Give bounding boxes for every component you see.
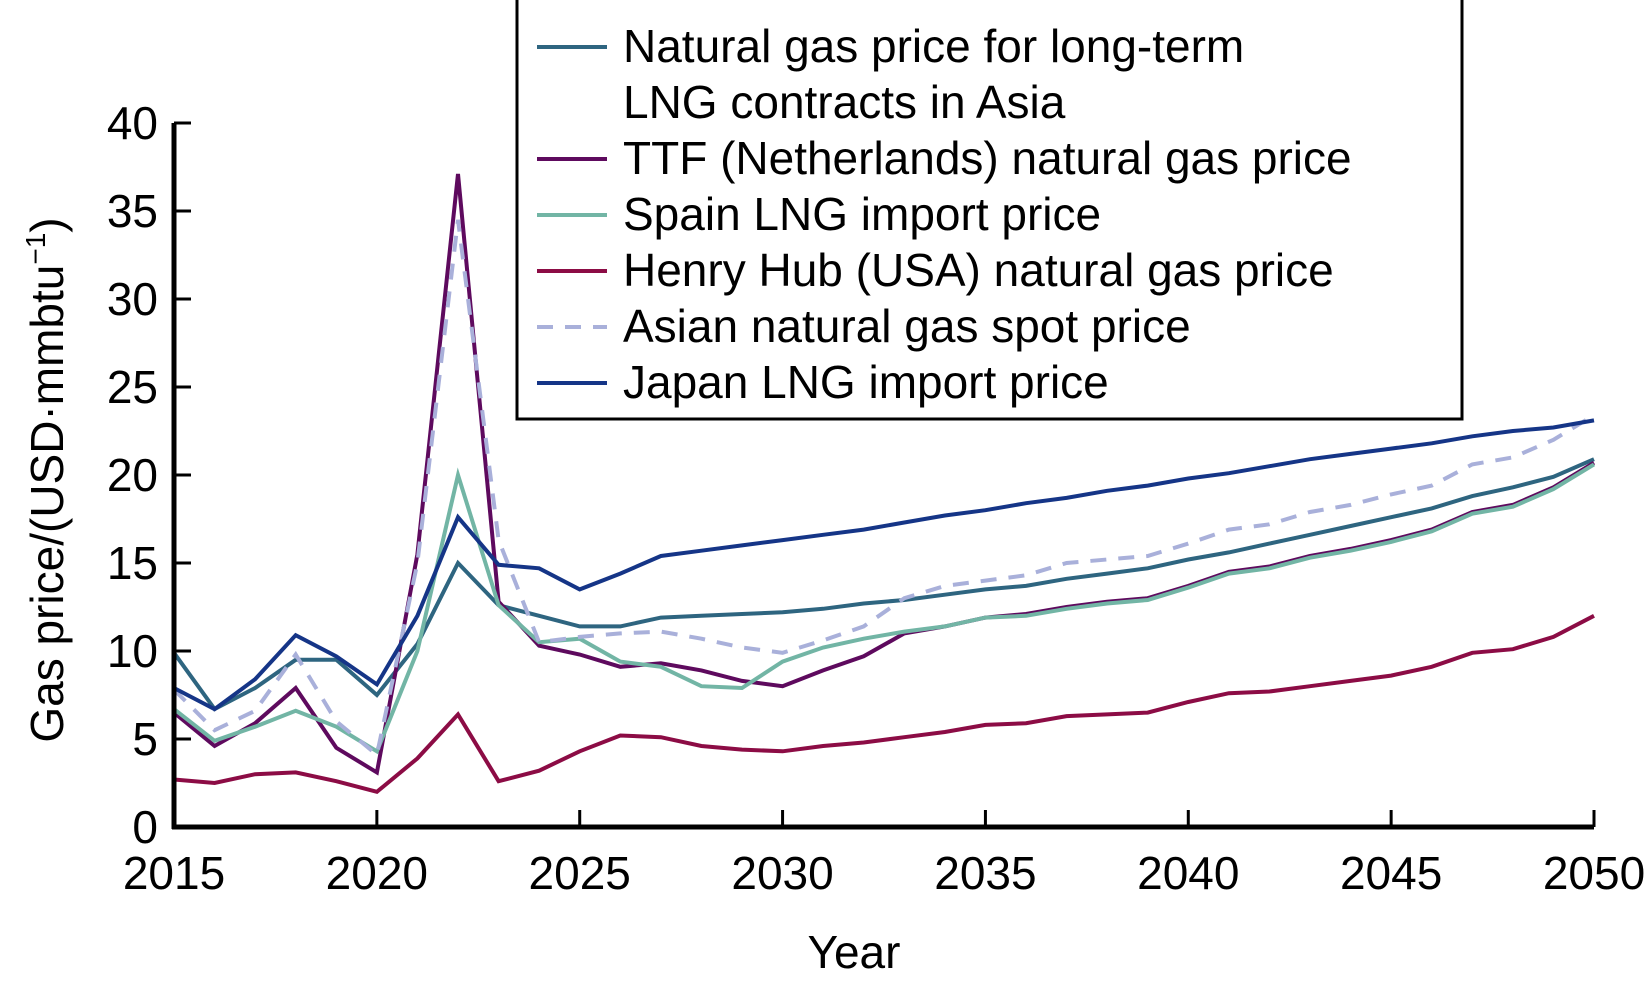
y-tick-label: 30	[107, 273, 158, 325]
legend-item: Asian natural gas spot price	[537, 300, 1191, 352]
y-tick-label: 35	[107, 185, 158, 237]
y-tick-label: 40	[107, 97, 158, 149]
y-axis-title-suffix: )	[21, 217, 73, 232]
y-ticks: 0 5 10 15 20 25 30 35 40	[107, 97, 191, 853]
y-tick-label: 20	[107, 449, 158, 501]
series-line-2	[172, 462, 1596, 755]
legend-label: Spain LNG import price	[623, 188, 1101, 240]
x-tick-label: 2045	[1340, 847, 1442, 899]
x-tick-label: 2015	[123, 847, 225, 899]
x-axis-title: Year	[808, 926, 901, 978]
y-tick-label: 10	[107, 625, 158, 677]
x-tick-label: 2035	[934, 847, 1036, 899]
x-ticks: 2015 2020 2025 2030 2035 2040 2045 2050	[123, 810, 1645, 899]
x-tick-label: 2020	[326, 847, 428, 899]
legend-label: Natural gas price for long-term	[623, 20, 1244, 72]
y-axis-title-main: Gas price/(USD·mmbtu	[21, 265, 73, 743]
legend-label: Japan LNG import price	[623, 356, 1109, 408]
x-tick-label: 2050	[1543, 847, 1645, 899]
x-tick-label: 2025	[529, 847, 631, 899]
y-axis-title: Gas price/(USD·mmbtu−1)	[20, 217, 73, 742]
legend-label: Henry Hub (USA) natural gas price	[623, 244, 1334, 296]
legend-label: Asian natural gas spot price	[623, 300, 1191, 352]
series-lines	[172, 173, 1596, 794]
series-line-3	[173, 614, 1595, 794]
x-tick-label: 2030	[731, 847, 833, 899]
legend-item: Japan LNG import price	[537, 356, 1109, 408]
legend-item: Spain LNG import price	[537, 188, 1101, 240]
y-tick-label: 0	[132, 801, 158, 853]
y-tick-label: 15	[107, 537, 158, 589]
legend-label: TTF (Netherlands) natural gas price	[623, 132, 1352, 184]
series-line-0	[172, 457, 1595, 712]
legend-item: Henry Hub (USA) natural gas price	[537, 244, 1334, 296]
y-tick-label: 5	[132, 713, 158, 765]
legend-box	[515, 0, 1464, 421]
y-tick-label: 25	[107, 361, 158, 413]
legend-item: TTF (Netherlands) natural gas price	[537, 132, 1352, 184]
y-axis-title-superscript: −1	[20, 233, 51, 265]
series-line-5	[173, 418, 1595, 712]
legend-label: LNG contracts in Asia	[623, 76, 1066, 128]
x-tick-label: 2040	[1137, 847, 1239, 899]
series-line-4	[172, 219, 1596, 759]
